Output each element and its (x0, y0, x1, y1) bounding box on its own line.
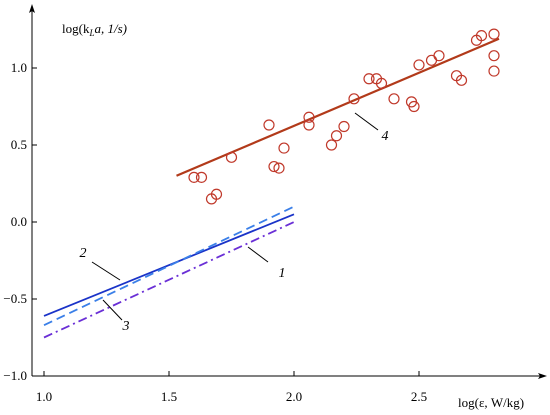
data-point (338, 120, 350, 133)
y-tick-label: 1.0 (11, 60, 27, 75)
data-point (433, 50, 445, 62)
series-label-leader-4 (354, 112, 379, 131)
data-point (278, 142, 290, 154)
data-point (188, 171, 200, 183)
data-point (273, 162, 285, 174)
x-tick-label: 1.0 (36, 389, 52, 404)
data-point (303, 111, 315, 123)
x-tick-label: 2.5 (411, 389, 427, 404)
fit-line-1 (43, 221, 295, 339)
y-tick-label: 0.5 (11, 137, 27, 152)
data-point (303, 119, 315, 131)
series-label-leader-3 (102, 299, 123, 321)
data-point (388, 93, 400, 105)
y-tick-label: −0.5 (3, 291, 27, 306)
fit-line-2 (43, 213, 295, 317)
data-point (413, 59, 425, 71)
data-point (268, 160, 280, 173)
fit-lines (43, 37, 500, 339)
data-point (488, 28, 500, 40)
y-tick-label: 0.0 (11, 214, 27, 229)
series-label-3: 3 (122, 319, 130, 334)
data-point (225, 151, 238, 163)
series-label-leader-1 (247, 246, 269, 263)
data-point (330, 130, 343, 142)
data-point (408, 100, 420, 113)
data-point (488, 65, 500, 77)
x-tick-label: 2.0 (286, 389, 302, 404)
data-point (195, 171, 208, 183)
data-point (325, 139, 338, 151)
fit-line-4 (176, 37, 500, 177)
series-labels: 1 2 3 4 (80, 112, 389, 334)
data-point (425, 54, 438, 66)
data-point (363, 73, 375, 85)
axes (29, 4, 547, 379)
x-tick-label: 1.5 (161, 389, 177, 404)
series-label-2: 2 (80, 246, 87, 261)
y-tick-label: −1.0 (3, 368, 27, 383)
data-point (455, 74, 468, 86)
data-point (375, 77, 388, 90)
fit-line-3 (43, 205, 295, 326)
series-label-4: 4 (382, 129, 389, 144)
data-point (263, 119, 275, 131)
y-ticks: −1.0 −0.5 0.0 0.5 1.0 (3, 60, 37, 383)
series-label-leader-2 (91, 261, 121, 281)
x-axis-label: log(ε, W/kg) (458, 395, 524, 410)
series-label-1: 1 (279, 266, 286, 281)
x-ticks: 1.0 1.5 2.0 2.5 (36, 371, 427, 404)
data-point (348, 93, 360, 105)
data-points (188, 28, 500, 205)
data-point (210, 188, 223, 200)
data-point (488, 50, 500, 62)
data-point (475, 30, 488, 42)
y-axis-label: log(kLa, 1/s) (62, 21, 127, 38)
